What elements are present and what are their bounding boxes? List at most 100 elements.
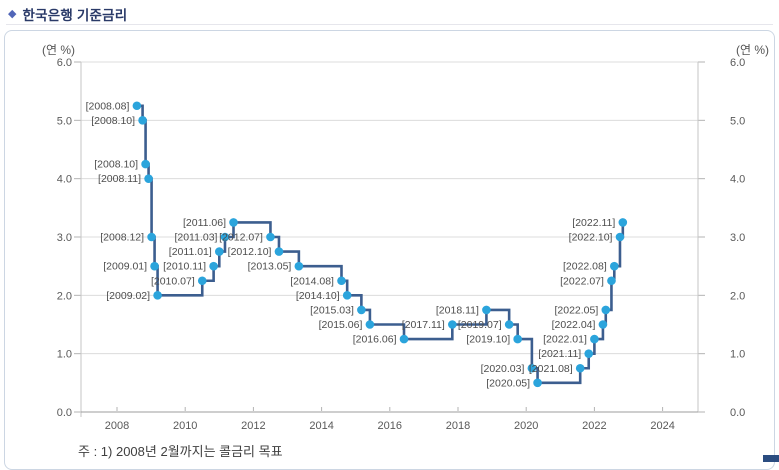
data-point-label: [2018.11] — [436, 304, 479, 316]
data-point-label: [2011.06] — [183, 217, 226, 229]
data-point-label: [2009.01] — [103, 261, 147, 273]
data-point-label: [2015.06] — [319, 319, 363, 331]
data-point-marker — [220, 232, 230, 242]
cutoff-ui-element-bottom-right — [763, 455, 779, 462]
data-point-label: [2022.11] — [572, 217, 615, 229]
data-point-label: [2008.11] — [98, 173, 141, 185]
point-labels-group: [2008.08] [2008.10] [2008.10] [2008.11] [200… — [86, 100, 616, 389]
data-point-label: [2015.03] — [310, 304, 354, 316]
data-point-label: [2019.10] — [466, 334, 510, 346]
data-point-marker — [575, 363, 585, 373]
data-point-label: [2012.10] — [228, 246, 272, 258]
data-point-marker — [615, 232, 625, 242]
data-point-marker — [266, 232, 275, 242]
data-point-label: [2022.10] — [569, 232, 613, 244]
markers-group — [132, 101, 628, 388]
y-tick-label-left: 6.0 — [57, 57, 72, 69]
x-tick-label: 2024 — [650, 420, 674, 432]
y-tick-label-right: 5.0 — [730, 115, 745, 127]
data-point-marker — [342, 291, 352, 300]
data-point-marker — [209, 261, 218, 271]
data-point-label: [2009.02] — [106, 290, 150, 302]
x-tick-label: 2018 — [446, 420, 470, 432]
data-point-marker — [229, 218, 238, 227]
data-point-marker — [294, 261, 304, 271]
data-point-label: [2017.11] — [402, 319, 445, 331]
data-point-marker — [533, 378, 542, 388]
data-point-label: [2011.01] — [169, 246, 212, 258]
data-point-label: [2008.10] — [94, 159, 138, 171]
data-point-label: [2021.08] — [529, 363, 573, 375]
data-point-marker — [482, 305, 491, 315]
data-point-label: [2021.11] — [538, 348, 581, 360]
y-tick-label-left: 3.0 — [57, 232, 72, 244]
data-point-marker — [365, 320, 375, 329]
data-point-label: [2022.04] — [552, 319, 596, 331]
x-tick-labels-group: 2008 2010 2012 2014 2016 2018 2020 2022 2024 — [105, 420, 675, 432]
y-tick-labels-group: 0.0 0.0 1.0 1.0 2.0 2.0 3.0 3.0 4.0 4.0 5.0 5.0 6.0 6… — [57, 57, 746, 419]
footnote-text: 주 : 1) 2008년 2월까지는 콜금리 목표 — [78, 444, 283, 459]
data-point-label: [2020.05] — [486, 377, 530, 389]
data-point-label: [2022.05] — [554, 304, 598, 316]
x-tick-label: 2012 — [241, 420, 265, 432]
y-tick-label-right: 1.0 — [730, 349, 745, 361]
x-tick-label: 2010 — [173, 420, 197, 432]
data-point-marker — [141, 159, 150, 169]
data-point-label: [2008.12] — [100, 232, 144, 244]
data-point-marker — [618, 218, 628, 227]
data-point-marker — [598, 320, 608, 329]
data-point-marker — [590, 334, 599, 344]
diamond-bullet-icon: ◆ — [8, 7, 17, 20]
y-axis-unit-label-right: (연 %) — [735, 43, 769, 57]
data-point-label: [2012.07] — [219, 232, 263, 244]
y-tick-label-left: 1.0 — [57, 349, 72, 361]
x-tick-label: 2020 — [514, 420, 538, 432]
data-point-label: [2008.10] — [91, 115, 135, 127]
data-point-marker — [197, 276, 207, 286]
data-point-marker — [144, 174, 153, 183]
y-tick-label-left: 2.0 — [57, 290, 72, 302]
y-axis-unit-label-left: (연 %) — [41, 43, 75, 57]
data-point-marker — [607, 276, 616, 286]
data-point-label: [2022.07] — [560, 275, 604, 287]
data-point-marker — [274, 247, 284, 256]
data-point-label: [2014.10] — [296, 290, 340, 302]
data-point-marker — [153, 291, 162, 300]
data-point-label: [2011.03] — [174, 232, 217, 244]
title-bar: ◆ 한국은행 기준금리 — [8, 5, 127, 23]
data-point-label: [2020.03] — [481, 363, 525, 375]
y-tick-label-left: 0.0 — [57, 407, 72, 419]
y-tick-label-left: 4.0 — [57, 174, 72, 186]
data-point-marker — [215, 247, 224, 256]
y-tick-label-right: 0.0 — [730, 407, 745, 419]
data-point-label: [2013.05] — [248, 261, 292, 273]
data-point-marker — [138, 116, 147, 125]
data-point-marker — [337, 276, 346, 286]
x-tick-label: 2022 — [582, 420, 606, 432]
data-point-marker — [609, 261, 619, 271]
chart-panel — [4, 30, 775, 470]
y-tick-label-left: 5.0 — [57, 115, 72, 127]
data-point-marker — [399, 334, 409, 344]
axis-ticks-group — [74, 61, 705, 413]
data-point-marker — [132, 101, 142, 111]
data-point-label: [2014.08] — [290, 275, 334, 287]
axes-group — [80, 62, 699, 417]
y-tick-label-right: 6.0 — [730, 57, 745, 69]
data-point-label: [2016.06] — [353, 334, 397, 346]
page-title: 한국은행 기준금리 — [22, 8, 128, 23]
y-tick-label-right: 4.0 — [730, 174, 745, 186]
data-point-marker — [448, 320, 457, 329]
y-tick-label-right: 3.0 — [730, 232, 745, 244]
title-divider — [6, 24, 773, 25]
data-point-marker — [504, 320, 514, 329]
x-tick-label: 2014 — [309, 420, 333, 432]
data-point-marker — [513, 334, 522, 344]
data-point-marker — [357, 305, 366, 315]
data-point-marker — [527, 363, 537, 373]
x-tick-label: 2016 — [378, 420, 402, 432]
data-point-label: [2022.01] — [543, 334, 587, 346]
x-tick-label: 2008 — [105, 420, 129, 432]
data-point-marker — [584, 349, 594, 358]
